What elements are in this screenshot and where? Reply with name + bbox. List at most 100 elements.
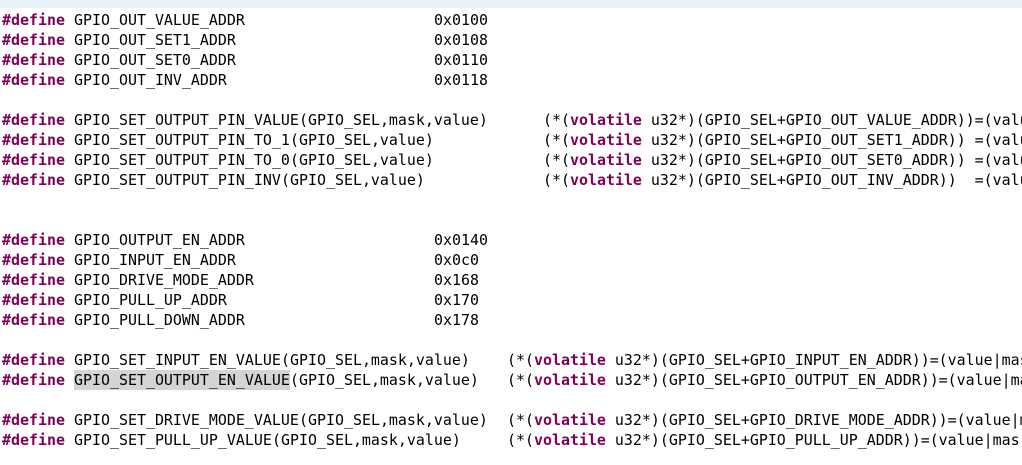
macro-name: GPIO_SET_OUTPUT_PIN_TO_0	[74, 151, 290, 169]
body-text: u32*)(GPIO_SEL+GPIO_PULL_UP_ADDR))=(valu…	[605, 431, 1020, 449]
macro-value: 0x0118	[434, 71, 488, 89]
code-line: #define GPIO_SET_OUTPUT_PIN_INV (GPIO_SEL,…	[0, 170, 1022, 190]
macro-value: 0x0108	[434, 31, 488, 49]
code-line: #define GPIO_SET_PULL_UP_VALUE (GPIO_SEL,m…	[0, 430, 1022, 450]
code-line: #define GPIO_INPUT_EN_ADDR 0x0c0	[0, 250, 1022, 270]
body-keyword: volatile	[569, 171, 642, 189]
code-line: #define GPIO_PULL_DOWN_ADDR 0x178	[0, 310, 1022, 330]
body-keyword: volatile	[569, 111, 642, 129]
code-line: #define GPIO_OUT_SET0_ADDR 0x0110	[0, 50, 1022, 70]
keyword: #define	[2, 31, 65, 49]
code-line: #define GPIO_SET_OUTPUT_PIN_VALUE (GPIO_SE…	[0, 110, 1022, 130]
macro-body: (*(volatile u32*)(GPIO_SEL+GPIO_OUT_SET0…	[543, 150, 1022, 170]
keyword: #define	[2, 71, 65, 89]
macro-body: (*(volatile u32*)(GPIO_SEL+GPIO_OUT_INV_…	[543, 170, 1022, 190]
macro-name: GPIO_OUT_SET0_ADDR	[74, 51, 236, 69]
macro-value: 0x178	[434, 311, 479, 329]
body-keyword: volatile	[533, 431, 606, 449]
macro-body: (*(volatile u32*)(GPIO_SEL+GPIO_DRIVE_MO…	[507, 410, 1022, 430]
macro-name: GPIO_SET_OUTPUT_EN_VALUE	[74, 370, 290, 390]
keyword: #define	[2, 51, 65, 69]
body-keyword: volatile	[533, 371, 606, 389]
macro-body: (*(volatile u32*)(GPIO_SEL+GPIO_PULL_UP_…	[507, 430, 1020, 450]
top-bar	[0, 0, 1022, 8]
code-line: #define GPIO_SET_OUTPUT_PIN_TO_0 (GPIO_SEL…	[0, 150, 1022, 170]
macro-name: GPIO_SET_DRIVE_MODE_VALUE	[74, 411, 299, 429]
body-text: (*(	[543, 151, 570, 169]
macro-name: GPIO_SET_INPUT_EN_VALUE	[74, 351, 281, 369]
body-text: u32*)(GPIO_SEL+GPIO_OUT_SET1_ADDR)) =(va…	[641, 131, 1022, 149]
macro-args: (GPIO_SEL,mask,value)	[299, 111, 488, 129]
macro-value: 0x168	[434, 271, 479, 289]
body-text: u32*)(GPIO_SEL+GPIO_DRIVE_MODE_ADDR))=(v…	[605, 411, 1022, 429]
macro-name: GPIO_PULL_DOWN_ADDR	[74, 311, 245, 329]
macro-name: GPIO_SET_OUTPUT_PIN_VALUE	[74, 111, 299, 129]
macro-value: 0x0110	[434, 51, 488, 69]
body-keyword: volatile	[533, 351, 606, 369]
code-line: #define GPIO_SET_OUTPUT_PIN_TO_1 (GPIO_SEL…	[0, 130, 1022, 150]
macro-args: (GPIO_SEL,mask,value)	[290, 371, 479, 389]
macro-name: GPIO_SET_OUTPUT_PIN_INV	[74, 171, 281, 189]
keyword: #define	[2, 311, 65, 329]
body-text: u32*)(GPIO_SEL+GPIO_OUT_SET0_ADDR)) =(va…	[641, 151, 1022, 169]
body-text: u32*)(GPIO_SEL+GPIO_INPUT_EN_ADDR))=(val…	[605, 351, 1022, 369]
keyword: #define	[2, 111, 65, 129]
body-keyword: volatile	[569, 131, 642, 149]
macro-value: 0x0c0	[434, 251, 479, 269]
body-text: u32*)(GPIO_SEL+GPIO_OUT_INV_ADDR)) =(val…	[641, 171, 1022, 189]
keyword: #define	[2, 131, 65, 149]
macro-args: (GPIO_SEL,value)	[281, 171, 425, 189]
body-text: (*(	[507, 431, 534, 449]
macro-args: (GPIO_SEL,mask,value)	[299, 411, 488, 429]
code-line: #define GPIO_PULL_UP_ADDR 0x170	[0, 290, 1022, 310]
keyword: #define	[2, 231, 65, 249]
body-keyword: volatile	[533, 411, 606, 429]
macro-body: (*(volatile u32*)(GPIO_SEL+GPIO_INPUT_EN…	[507, 350, 1022, 370]
body-keyword: volatile	[569, 151, 642, 169]
body-text: (*(	[543, 131, 570, 149]
code-line: #define GPIO_OUTPUT_EN_ADDR 0x0140	[0, 230, 1022, 250]
body-text: (*(	[507, 351, 534, 369]
macro-name: GPIO_OUT_VALUE_ADDR	[74, 11, 245, 29]
macro-value: 0x0140	[434, 231, 488, 249]
code-line: #define GPIO_SET_DRIVE_MODE_VALUE (GPIO_SE…	[0, 410, 1022, 430]
body-text: (*(	[507, 411, 534, 429]
keyword: #define	[2, 291, 65, 309]
body-text: (*(	[543, 171, 570, 189]
body-text: u32*)(GPIO_SEL+GPIO_OUT_VALUE_ADDR))=(va…	[641, 111, 1022, 129]
code-line: #define GPIO_OUT_INV_ADDR 0x0118	[0, 70, 1022, 90]
macro-name: GPIO_SET_PULL_UP_VALUE	[74, 431, 272, 449]
keyword: #define	[2, 251, 65, 269]
macro-name: GPIO_SET_OUTPUT_PIN_TO_1	[74, 131, 290, 149]
macro-name: GPIO_OUTPUT_EN_ADDR	[74, 231, 245, 249]
macro-name: GPIO_DRIVE_MODE_ADDR	[74, 271, 254, 289]
keyword: #define	[2, 411, 65, 429]
code-line: #define GPIO_DRIVE_MODE_ADDR 0x168	[0, 270, 1022, 290]
keyword: #define	[2, 11, 65, 29]
body-text: (*(	[507, 371, 534, 389]
macro-value: 0x0100	[434, 11, 488, 29]
macro-value: 0x170	[434, 291, 479, 309]
keyword: #define	[2, 431, 65, 449]
body-text: u32*)(GPIO_SEL+GPIO_OUTPUT_EN_ADDR))=(va…	[605, 371, 1022, 389]
macro-body: (*(volatile u32*)(GPIO_SEL+GPIO_OUT_VALU…	[543, 110, 1022, 130]
macro-name: GPIO_OUT_INV_ADDR	[74, 71, 227, 89]
macro-args: (GPIO_SEL,mask,value)	[272, 431, 461, 449]
macro-args: (GPIO_SEL,value)	[290, 131, 434, 149]
keyword: #define	[2, 371, 65, 389]
macro-name: GPIO_INPUT_EN_ADDR	[74, 251, 236, 269]
keyword: #define	[2, 171, 65, 189]
macro-args: (GPIO_SEL,value)	[290, 151, 434, 169]
code-line: #define GPIO_OUT_SET1_ADDR 0x0108	[0, 30, 1022, 50]
code-line: #define GPIO_SET_INPUT_EN_VALUE (GPIO_SEL,…	[0, 350, 1022, 370]
keyword: #define	[2, 271, 65, 289]
macro-name: GPIO_PULL_UP_ADDR	[74, 291, 227, 309]
keyword: #define	[2, 351, 65, 369]
code-line: #define GPIO_SET_OUTPUT_EN_VALUE (GPIO_SEL…	[0, 370, 1022, 390]
body-text: (*(	[543, 111, 570, 129]
keyword: #define	[2, 151, 65, 169]
macro-name: GPIO_OUT_SET1_ADDR	[74, 31, 236, 49]
macro-args: (GPIO_SEL,mask,value)	[281, 351, 470, 369]
code-line: #define GPIO_OUT_VALUE_ADDR 0x0100	[0, 10, 1022, 30]
